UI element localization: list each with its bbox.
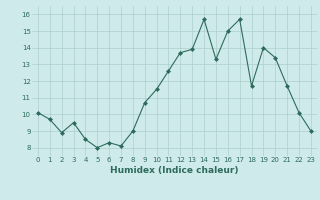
X-axis label: Humidex (Indice chaleur): Humidex (Indice chaleur) (110, 166, 239, 175)
